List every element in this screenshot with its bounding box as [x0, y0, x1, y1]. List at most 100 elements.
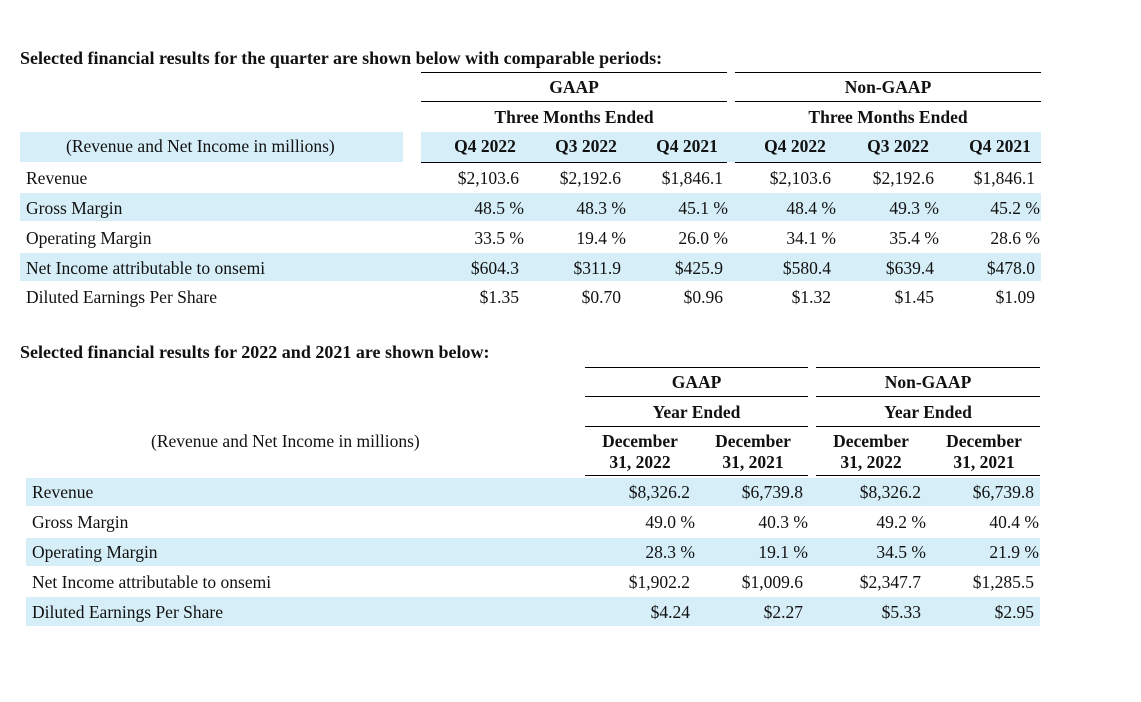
value-cell: $6,739.8 — [741, 482, 803, 502]
col-header: Q4 2021 — [969, 136, 1031, 156]
value-cell: $5.33 — [881, 602, 921, 622]
value-cell: $1.45 — [894, 287, 934, 307]
value-cell: $0.70 — [581, 287, 621, 307]
units-label: (Revenue and Net Income in millions) — [66, 136, 335, 156]
col-header-line2: 31, 2021 — [953, 452, 1015, 472]
value-cell: $580.4 — [782, 258, 831, 278]
gaap-top-rule — [421, 72, 727, 73]
gaap-header-rule — [421, 162, 727, 163]
value-cell: $8,326.2 — [628, 482, 690, 502]
value-cell: $1.32 — [791, 287, 831, 307]
col-header: Q3 2022 — [555, 136, 617, 156]
row-label: Diluted Earnings Per Share — [26, 287, 217, 307]
col-header-line1: December — [833, 431, 909, 451]
col-header-line1: December — [602, 431, 678, 451]
value-cell: $1,846.1 — [973, 168, 1035, 188]
quarter-heading: Selected financial results for the quart… — [20, 48, 663, 68]
value-cell: 33.5 % — [474, 228, 524, 248]
nongaap-group-header: Non-GAAP — [884, 372, 972, 392]
row-label: Gross Margin — [32, 512, 129, 532]
gaap-group-header: GAAP — [549, 77, 599, 97]
value-cell: $1,902.2 — [628, 572, 690, 592]
value-cell: $2,192.6 — [559, 168, 621, 188]
value-cell: $4.24 — [650, 602, 690, 622]
gaap-period-header: Year Ended — [652, 402, 741, 422]
value-cell: 40.4 % — [989, 512, 1039, 532]
gaap-header-rule — [585, 475, 808, 476]
value-cell: $311.9 — [573, 258, 621, 278]
value-cell: 49.0 % — [645, 512, 695, 532]
value-cell: $2.95 — [994, 602, 1034, 622]
value-cell: $639.4 — [885, 258, 934, 278]
value-cell: 28.6 % — [990, 228, 1040, 248]
nongaap-period-header: Year Ended — [884, 402, 972, 422]
value-cell: $0.96 — [683, 287, 723, 307]
col-header: Q4 2022 — [454, 136, 516, 156]
value-cell: 26.0 % — [678, 228, 728, 248]
row-band — [20, 253, 1041, 281]
nongaap-period-rule — [816, 426, 1040, 427]
value-cell: 48.4 % — [786, 198, 836, 218]
value-cell: $1,285.5 — [972, 572, 1034, 592]
nongaap-period-header: Three Months Ended — [808, 107, 968, 127]
row-band — [26, 597, 1040, 626]
nongaap-mid-rule — [735, 101, 1041, 102]
value-cell: 35.4 % — [889, 228, 939, 248]
header-band-label — [20, 132, 403, 162]
value-cell: 45.1 % — [678, 198, 728, 218]
row-label: Revenue — [32, 482, 94, 502]
nongaap-mid-rule — [816, 396, 1040, 397]
nongaap-group-header: Non-GAAP — [844, 77, 932, 97]
col-header: Q4 2021 — [656, 136, 718, 156]
units-label: (Revenue and Net Income in millions) — [151, 431, 420, 451]
value-cell: $478.0 — [986, 258, 1035, 278]
value-cell: 19.4 % — [576, 228, 626, 248]
col-header-line1: December — [715, 431, 791, 451]
row-label: Net Income attributable to onsemi — [32, 572, 272, 592]
value-cell: $8,326.2 — [859, 482, 921, 502]
value-cell: 34.5 % — [876, 542, 926, 562]
row-label: Operating Margin — [26, 228, 152, 248]
value-cell: $1.35 — [479, 287, 519, 307]
row-label: Gross Margin — [26, 198, 123, 218]
row-band — [26, 478, 1040, 506]
col-header-line1: December — [946, 431, 1022, 451]
row-band — [20, 193, 1041, 221]
value-cell: $2.27 — [763, 602, 803, 622]
value-cell: $2,347.7 — [859, 572, 921, 592]
gaap-mid-rule — [585, 396, 808, 397]
col-header: Q3 2022 — [867, 136, 929, 156]
col-header-line2: 31, 2022 — [840, 452, 902, 472]
value-cell: $604.3 — [470, 258, 519, 278]
value-cell: 19.1 % — [758, 542, 808, 562]
value-cell: 34.1 % — [786, 228, 836, 248]
value-cell: 49.2 % — [876, 512, 926, 532]
value-cell: 49.3 % — [889, 198, 939, 218]
row-label: Net Income attributable to onsemi — [26, 258, 266, 278]
value-cell: $2,103.6 — [457, 168, 519, 188]
gaap-mid-rule — [421, 101, 727, 102]
row-band — [26, 538, 1040, 566]
col-header-line2: 31, 2022 — [609, 452, 671, 472]
value-cell: $2,192.6 — [872, 168, 934, 188]
row-label: Revenue — [26, 168, 88, 188]
nongaap-top-rule — [816, 367, 1040, 368]
gaap-group-header: GAAP — [671, 372, 722, 392]
header-band-columns — [421, 132, 1041, 162]
row-label: Operating Margin — [32, 542, 158, 562]
nongaap-top-rule — [735, 72, 1041, 73]
value-cell: $425.9 — [674, 258, 723, 278]
value-cell: 45.2 % — [990, 198, 1040, 218]
nongaap-header-rule — [735, 162, 1041, 163]
gaap-period-header: Three Months Ended — [494, 107, 654, 127]
col-header: Q4 2022 — [764, 136, 826, 156]
row-label: Diluted Earnings Per Share — [32, 602, 223, 622]
value-cell: 28.3 % — [645, 542, 695, 562]
nongaap-header-rule — [816, 475, 1040, 476]
gaap-top-rule — [585, 367, 808, 368]
gaap-period-rule — [585, 426, 808, 427]
annual-heading: Selected financial results for 2022 and … — [20, 342, 490, 362]
value-cell: 40.3 % — [758, 512, 808, 532]
value-cell: $2,103.6 — [769, 168, 831, 188]
col-header-line2: 31, 2021 — [722, 452, 784, 472]
